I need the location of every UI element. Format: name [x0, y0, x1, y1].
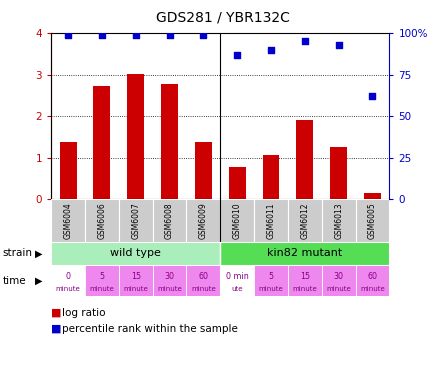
Text: strain: strain — [2, 249, 32, 258]
FancyBboxPatch shape — [288, 199, 322, 242]
Bar — [127, 74, 144, 199]
Text: ute: ute — [231, 286, 243, 292]
FancyBboxPatch shape — [220, 242, 389, 265]
FancyBboxPatch shape — [322, 265, 356, 296]
Text: kin82 mutant: kin82 mutant — [267, 249, 343, 258]
Text: GSM6011: GSM6011 — [267, 202, 275, 239]
FancyBboxPatch shape — [85, 199, 119, 242]
Text: minute: minute — [157, 286, 182, 292]
Bar — [60, 142, 77, 199]
Text: 5: 5 — [99, 272, 105, 281]
Bar — [330, 147, 347, 199]
Point — [200, 32, 207, 38]
FancyBboxPatch shape — [220, 265, 254, 296]
Text: 30: 30 — [165, 272, 174, 281]
Text: 15: 15 — [131, 272, 141, 281]
Text: ▶: ▶ — [35, 249, 42, 258]
Text: minute: minute — [326, 286, 351, 292]
Text: 60: 60 — [198, 272, 208, 281]
FancyBboxPatch shape — [288, 265, 322, 296]
Text: GSM6008: GSM6008 — [165, 202, 174, 239]
Text: log ratio: log ratio — [62, 308, 106, 318]
FancyBboxPatch shape — [356, 199, 389, 242]
Text: minute: minute — [259, 286, 283, 292]
FancyBboxPatch shape — [51, 199, 85, 242]
Text: GSM6010: GSM6010 — [233, 202, 242, 239]
FancyBboxPatch shape — [51, 265, 85, 296]
Point — [267, 46, 275, 52]
FancyBboxPatch shape — [322, 199, 356, 242]
Point — [234, 52, 241, 57]
Text: 0: 0 — [65, 272, 71, 281]
FancyBboxPatch shape — [186, 265, 220, 296]
Text: 60: 60 — [368, 272, 377, 281]
Text: ■: ■ — [51, 324, 62, 334]
Text: minute: minute — [191, 286, 216, 292]
Text: GSM6004: GSM6004 — [64, 202, 73, 239]
Text: GSM6012: GSM6012 — [300, 202, 309, 239]
FancyBboxPatch shape — [220, 199, 254, 242]
Text: GSM6005: GSM6005 — [368, 202, 377, 239]
Point — [98, 32, 105, 38]
Text: minute: minute — [292, 286, 317, 292]
Point — [166, 32, 173, 38]
Text: GSM6006: GSM6006 — [97, 202, 106, 239]
Bar — [296, 120, 313, 199]
FancyBboxPatch shape — [153, 199, 186, 242]
FancyBboxPatch shape — [254, 265, 288, 296]
Bar — [263, 155, 279, 199]
Bar — [364, 193, 381, 199]
Text: GSM6007: GSM6007 — [131, 202, 140, 239]
Text: 30: 30 — [334, 272, 344, 281]
Point — [65, 32, 72, 38]
Text: minute: minute — [360, 286, 385, 292]
Point — [369, 93, 376, 99]
FancyBboxPatch shape — [85, 265, 119, 296]
FancyBboxPatch shape — [153, 265, 186, 296]
Bar — [161, 84, 178, 199]
Text: minute: minute — [56, 286, 81, 292]
FancyBboxPatch shape — [119, 199, 153, 242]
Text: 15: 15 — [300, 272, 310, 281]
Text: percentile rank within the sample: percentile rank within the sample — [62, 324, 238, 334]
FancyBboxPatch shape — [186, 199, 220, 242]
Text: minute: minute — [89, 286, 114, 292]
Text: time: time — [2, 276, 26, 286]
Text: 5: 5 — [268, 272, 274, 281]
Text: minute: minute — [123, 286, 148, 292]
FancyBboxPatch shape — [119, 265, 153, 296]
Text: 0 min: 0 min — [226, 272, 249, 281]
FancyBboxPatch shape — [51, 242, 220, 265]
Point — [335, 42, 342, 48]
Bar — [195, 142, 212, 199]
Bar — [93, 86, 110, 199]
Text: ■: ■ — [51, 308, 62, 318]
Text: GSM6009: GSM6009 — [199, 202, 208, 239]
Point — [301, 38, 308, 44]
Text: wild type: wild type — [110, 249, 161, 258]
FancyBboxPatch shape — [356, 265, 389, 296]
Point — [132, 32, 139, 38]
Text: ▶: ▶ — [35, 276, 42, 286]
Text: GDS281 / YBR132C: GDS281 / YBR132C — [156, 11, 289, 25]
Text: GSM6013: GSM6013 — [334, 202, 343, 239]
FancyBboxPatch shape — [254, 199, 288, 242]
Bar — [229, 167, 246, 199]
